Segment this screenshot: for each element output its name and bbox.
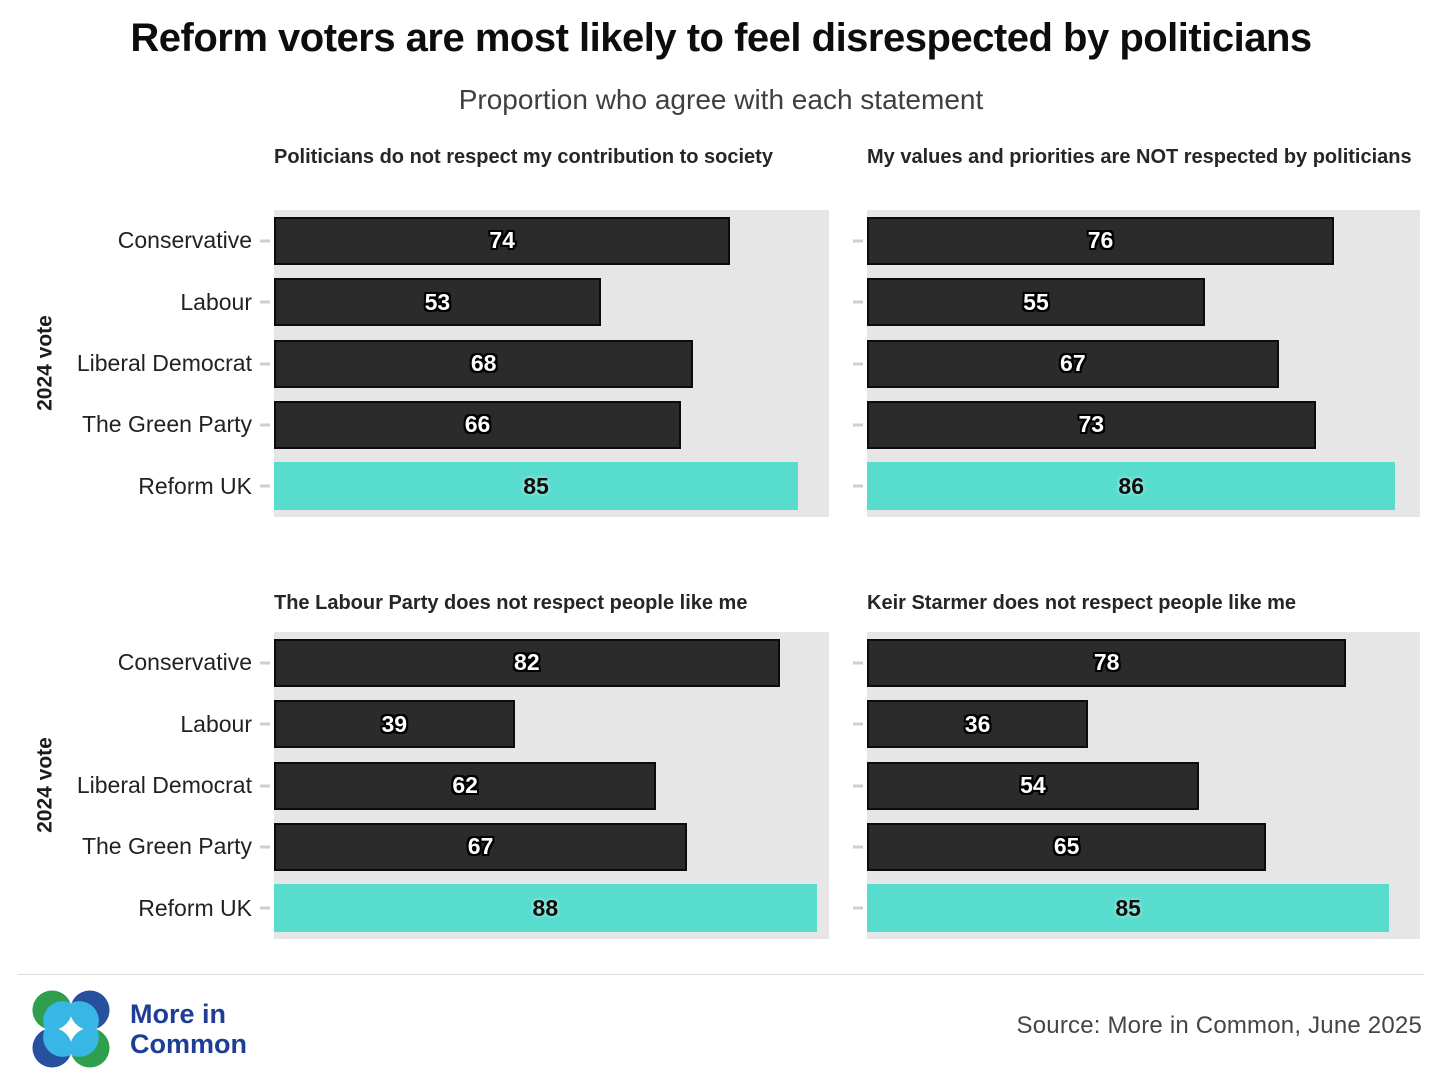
bar-the-green-party: 67: [274, 822, 688, 871]
bar-labour: 36: [867, 700, 1089, 749]
category-label-the-green-party: The Green Party: [81, 411, 252, 438]
bar-row: 65: [867, 816, 1420, 877]
bar-value-label: 39: [381, 710, 408, 737]
bar-value-label: 68: [470, 350, 497, 377]
bar-value-label: 88: [532, 894, 559, 921]
bar-row: 67: [867, 333, 1420, 394]
bar-reform-uk: 85: [867, 884, 1390, 933]
category-label-conservative: Conservative: [117, 227, 252, 254]
bar-value-label: 74: [489, 227, 515, 254]
panel-title-keir-starmer: Keir Starmer does not respect people lik…: [867, 592, 1297, 614]
category-label-labour: Labour: [180, 288, 252, 315]
bar-the-green-party: 65: [867, 822, 1267, 871]
bar-liberal-democrat: 62: [274, 761, 657, 810]
bar-value-label: 67: [1060, 350, 1086, 377]
bar-conservative: 74: [274, 216, 731, 265]
bar-labour: 55: [867, 278, 1205, 327]
bar-panel-values: 76 55 67 73 86: [867, 210, 1420, 517]
bar-the-green-party: 66: [274, 400, 681, 449]
bar-row: 82: [274, 632, 829, 693]
category-label-the-green-party: The Green Party: [81, 833, 252, 860]
category-label-liberal-democrat: Liberal Democrat: [76, 350, 252, 377]
bar-row: 36: [867, 693, 1420, 754]
bar-value-label: 66: [464, 411, 491, 438]
logo-text-line1: More in: [130, 998, 227, 1029]
bar-liberal-democrat: 54: [867, 761, 1199, 810]
bar-conservative: 78: [867, 638, 1347, 687]
bar-row: 53: [274, 271, 829, 332]
bar-conservative: 82: [274, 638, 780, 687]
bar-row: 62: [274, 755, 829, 816]
page-title: Reform voters are most likely to feel di…: [130, 16, 1312, 60]
bar-value-label: 86: [1118, 472, 1144, 499]
bar-value-label: 62: [452, 772, 478, 799]
bar-row: 55: [867, 271, 1420, 332]
panel-title-values: My values and priorities are NOT respect…: [867, 146, 1412, 168]
bar-row: 86: [867, 456, 1420, 517]
bar-labour: 53: [274, 278, 601, 327]
bar-value-label: 53: [424, 288, 451, 315]
chart-row-bottom: The Labour Party does not respect people…: [0, 592, 1442, 939]
category-labels: Conservative Labour Liberal Democrat The Gr…: [0, 632, 274, 939]
bar-value-label: 67: [467, 833, 494, 860]
category-label-labour: Labour: [180, 710, 252, 737]
bar-value-label: 85: [523, 472, 549, 499]
bar-row: 85: [274, 456, 829, 517]
bar-liberal-democrat: 68: [274, 339, 694, 388]
category-label-liberal-democrat: Liberal Democrat: [76, 772, 252, 799]
bar-row: 78: [867, 632, 1420, 693]
bar-panel-keir-starmer: 78 36 54 65 85: [867, 632, 1420, 939]
bar-value-label: 78: [1093, 649, 1120, 676]
bar-value-label: 36: [964, 710, 991, 737]
bar-row: 54: [867, 755, 1420, 816]
page-subtitle: Proportion who agree with each statement: [458, 84, 984, 115]
bar-row: 67: [274, 816, 829, 877]
more-in-common-logo-text: More in Common: [130, 999, 247, 1059]
bar-liberal-democrat: 67: [867, 339, 1279, 388]
category-label-reform-uk: Reform UK: [138, 472, 252, 499]
bar-row: 68: [274, 333, 829, 394]
bar-labour: 39: [274, 700, 515, 749]
bar-value-label: 85: [1115, 894, 1141, 921]
bar-conservative: 76: [867, 216, 1334, 265]
bar-reform-uk: 86: [867, 462, 1396, 511]
bar-reform-uk: 85: [274, 462, 799, 511]
bar-value-label: 76: [1087, 227, 1114, 254]
panel-title-labour-party: The Labour Party does not respect people…: [274, 592, 748, 614]
bar-row: 73: [867, 394, 1420, 455]
category-label-conservative: Conservative: [117, 649, 252, 676]
more-in-common-logo-icon: [32, 990, 110, 1068]
category-label-reform-uk: Reform UK: [138, 894, 252, 921]
bar-row: 85: [867, 878, 1420, 939]
bar-value-label: 54: [1020, 772, 1046, 799]
more-in-common-logo: More in Common: [30, 988, 247, 1070]
source-caption: Source: More in Common, June 2025: [1016, 1012, 1422, 1039]
panel-title-contribution: Politicians do not respect my contributi…: [274, 146, 773, 168]
bar-row: 66: [274, 394, 829, 455]
logo-text-line2: Common: [130, 1029, 247, 1059]
bar-reform-uk: 88: [274, 884, 817, 933]
bar-the-green-party: 73: [867, 400, 1316, 449]
bar-value-label: 55: [1023, 288, 1049, 315]
bar-value-label: 65: [1053, 833, 1080, 860]
bar-panel-contribution: 74 53 68 66 85: [274, 210, 829, 517]
bar-panel-labour-party: 82 39 62 67 88: [274, 632, 829, 939]
chart-row-top: Politicians do not respect my contributi…: [0, 146, 1442, 517]
bar-row: 39: [274, 693, 829, 754]
bar-value-label: 73: [1078, 411, 1105, 438]
bar-row: 76: [867, 210, 1420, 271]
bar-row: 74: [274, 210, 829, 271]
category-labels: Conservative Labour Liberal Democrat The Gr…: [0, 210, 274, 517]
bar-value-label: 82: [514, 649, 540, 676]
bar-row: 88: [274, 878, 829, 939]
footer-divider: [18, 974, 1424, 975]
